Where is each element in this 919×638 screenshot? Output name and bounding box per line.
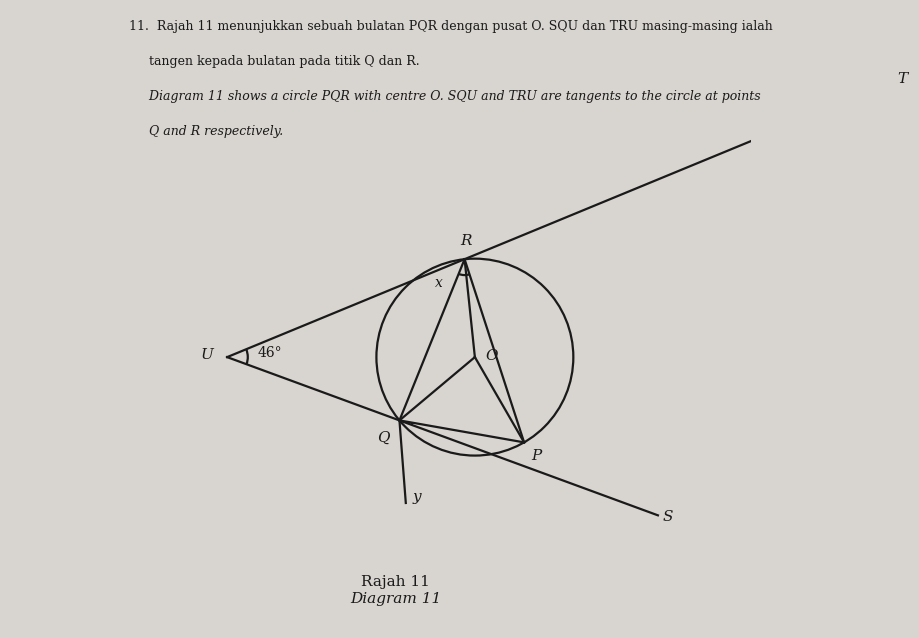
Text: R: R: [460, 234, 471, 248]
Text: 11.  Rajah 11 menunjukkan sebuah bulatan PQR dengan pusat O. SQU dan TRU masing-: 11. Rajah 11 menunjukkan sebuah bulatan …: [129, 20, 773, 33]
Text: Rajah 11: Rajah 11: [361, 575, 430, 589]
Text: S: S: [663, 510, 674, 524]
Text: tangen kepada bulatan pada titik Q dan R.: tangen kepada bulatan pada titik Q dan R…: [129, 56, 419, 68]
Text: T: T: [897, 72, 907, 86]
Text: 46°: 46°: [257, 346, 282, 360]
Text: y: y: [412, 490, 421, 504]
Text: Q: Q: [378, 431, 390, 445]
Text: Diagram 11 shows a circle PQR with centre O. SQU and TRU are tangents to the cir: Diagram 11 shows a circle PQR with centr…: [129, 91, 760, 103]
Text: Diagram 11: Diagram 11: [350, 592, 441, 606]
Text: P: P: [532, 449, 542, 463]
Text: x: x: [436, 276, 443, 290]
Text: O: O: [485, 349, 497, 363]
Text: Q and R respectively.: Q and R respectively.: [129, 125, 283, 138]
Text: U: U: [200, 348, 213, 362]
